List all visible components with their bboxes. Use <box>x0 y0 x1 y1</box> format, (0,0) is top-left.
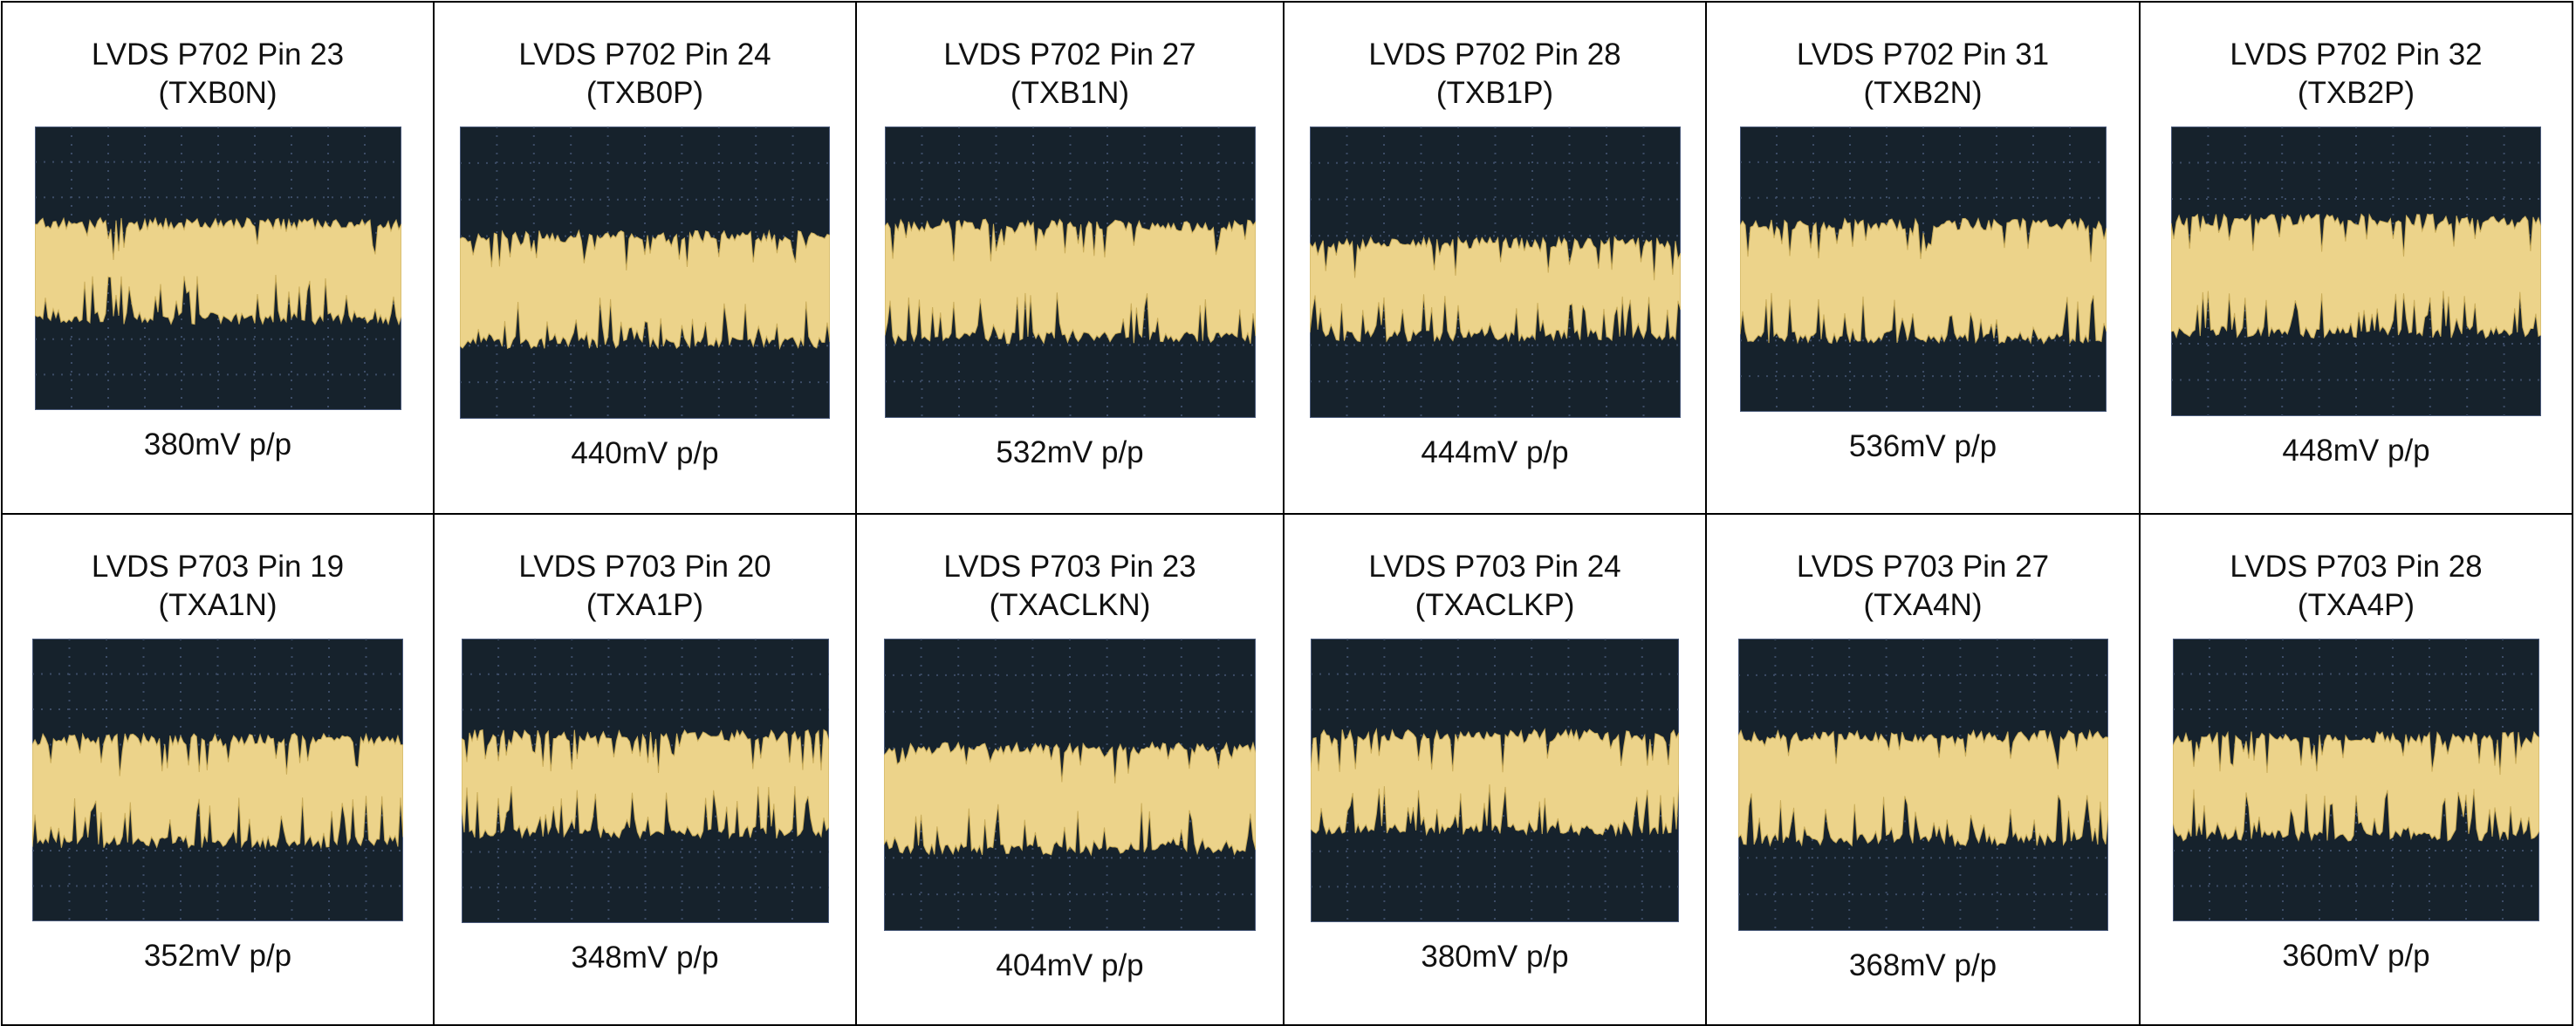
measurement-cell: LVDS P702 Pin 28 (TXB1P) 444mV p/p <box>1284 2 1706 514</box>
measurement-table: LVDS P702 Pin 23(TXB0N)380mV p/pLVDS P70… <box>1 1 2573 1026</box>
pin-title: LVDS P703 Pin 19 (TXA1N) <box>3 548 433 625</box>
amplitude: 448mV p/p <box>2141 434 2572 469</box>
signal-name: (TXB2N) <box>1863 76 1982 110</box>
oscilloscope-capture <box>885 127 1256 418</box>
amplitude: 380mV p/p <box>1285 940 1705 975</box>
pin-title: LVDS P702 Pin 31 (TXB2N) <box>1707 36 2139 113</box>
pin-label: LVDS P702 Pin 23 <box>92 38 344 72</box>
measurement-cell: LVDS P703 Pin 27 (TXA4N) 368mV p/p <box>1706 514 2140 1025</box>
waveform <box>1740 218 2107 343</box>
pin-label: LVDS P703 Pin 19 <box>92 550 344 584</box>
signal-name: (TXB0P) <box>586 76 703 110</box>
signal-name: (TXA4N) <box>1863 588 1982 622</box>
pin-label: LVDS P702 Pin 28 <box>1368 38 1620 72</box>
pin-title: LVDS P703 Pin 28 (TXA4P) <box>2141 548 2572 625</box>
oscilloscope-capture <box>1311 639 1679 922</box>
amplitude: 352mV p/p <box>3 939 433 974</box>
signal-name: (TXACLKP) <box>1415 588 1575 622</box>
signal-name: (TXB1P) <box>1436 76 1553 110</box>
waveform <box>2171 214 2541 338</box>
pin-label: LVDS P703 Pin 20 <box>518 550 771 584</box>
pin-label: LVDS P703 Pin 27 <box>1797 550 2049 584</box>
amplitude: 360mV p/p <box>2141 939 2572 974</box>
amplitude: 380mV p/p <box>3 428 433 462</box>
pin-label: LVDS P703 Pin 24 <box>1368 550 1620 584</box>
measurement-cell: LVDS P703 Pin 19 (TXA1N) 352mV p/p <box>2 514 434 1025</box>
pin-label: LVDS P702 Pin 27 <box>943 38 1196 72</box>
signal-name: (TXB0N) <box>158 76 277 110</box>
waveform <box>884 742 1256 855</box>
waveform <box>32 734 403 848</box>
pin-label: LVDS P702 Pin 32 <box>2230 38 2482 72</box>
oscilloscope-capture <box>1740 127 2107 412</box>
measurement-cell: LVDS P702 Pin 23 (TXB0N) 380mV p/p <box>2 2 434 514</box>
waveform <box>1310 237 1681 342</box>
signal-name: (TXA4P) <box>2298 588 2415 622</box>
pin-title: LVDS P703 Pin 27 (TXA4N) <box>1707 548 2139 625</box>
pin-label: LVDS P702 Pin 31 <box>1797 38 2049 72</box>
amplitude: 348mV p/p <box>435 940 855 975</box>
oscilloscope-capture <box>460 127 830 419</box>
measurement-cell: LVDS P702 Pin 27 (TXB1N) 532mV p/p <box>856 2 1284 514</box>
signal-name: (TXACLKN) <box>990 588 1151 622</box>
oscilloscope-capture <box>884 639 1256 931</box>
signal-name: (TXB2P) <box>2298 76 2415 110</box>
measurement-cell: LVDS P702 Pin 24 (TXB0P) 440mV p/p <box>434 2 856 514</box>
oscilloscope-capture <box>1738 639 2108 931</box>
pin-title: LVDS P703 Pin 24 (TXACLKP) <box>1285 548 1705 625</box>
amplitude: 404mV p/p <box>857 948 1283 983</box>
signal-name: (TXA1N) <box>158 588 277 622</box>
measurement-cell: LVDS P703 Pin 24 (TXACLKP) 380mV p/p <box>1284 514 1706 1025</box>
pin-title: LVDS P702 Pin 24 (TXB0P) <box>435 36 855 113</box>
pin-title: LVDS P703 Pin 20 (TXA1P) <box>435 548 855 625</box>
oscilloscope-capture <box>2171 127 2541 416</box>
table-body: LVDS P702 Pin 23(TXB0N)380mV p/pLVDS P70… <box>2 2 2573 1025</box>
pin-title: LVDS P702 Pin 28 (TXB1P) <box>1285 36 1705 113</box>
signal-name: (TXA1P) <box>586 588 703 622</box>
pin-title: LVDS P702 Pin 32 (TXB2P) <box>2141 36 2572 113</box>
oscilloscope-capture <box>32 639 403 921</box>
measurement-cell: LVDS P703 Pin 20 (TXA1P) 348mV p/p <box>434 514 856 1025</box>
pin-label: LVDS P703 Pin 23 <box>943 550 1196 584</box>
pin-label: LVDS P702 Pin 24 <box>518 38 771 72</box>
oscilloscope-capture <box>462 639 829 923</box>
measurement-cell: LVDS P702 Pin 32 (TXB2P) 448mV p/p <box>2140 2 2573 514</box>
amplitude: 532mV p/p <box>857 435 1283 470</box>
amplitude: 444mV p/p <box>1285 435 1705 470</box>
pin-title: LVDS P702 Pin 27 (TXB1N) <box>857 36 1283 113</box>
measurement-cell: LVDS P703 Pin 23 (TXACLKN) 404mV p/p <box>856 514 1284 1025</box>
amplitude: 368mV p/p <box>1707 948 2139 983</box>
oscilloscope-capture <box>35 127 401 410</box>
pin-title: LVDS P703 Pin 23 (TXACLKN) <box>857 548 1283 625</box>
waveform <box>1311 729 1679 836</box>
amplitude: 440mV p/p <box>435 436 855 471</box>
pin-label: LVDS P703 Pin 28 <box>2230 550 2482 584</box>
pin-title: LVDS P702 Pin 23 (TXB0N) <box>3 36 433 113</box>
measurement-cell: LVDS P702 Pin 31 (TXB2N) 536mV p/p <box>1706 2 2140 514</box>
measurement-cell: LVDS P703 Pin 28 (TXA4P) 360mV p/p <box>2140 514 2573 1025</box>
oscilloscope-capture <box>2173 639 2539 921</box>
oscilloscope-capture <box>1310 127 1681 418</box>
amplitude: 536mV p/p <box>1707 429 2139 464</box>
signal-name: (TXB1N) <box>1011 76 1129 110</box>
